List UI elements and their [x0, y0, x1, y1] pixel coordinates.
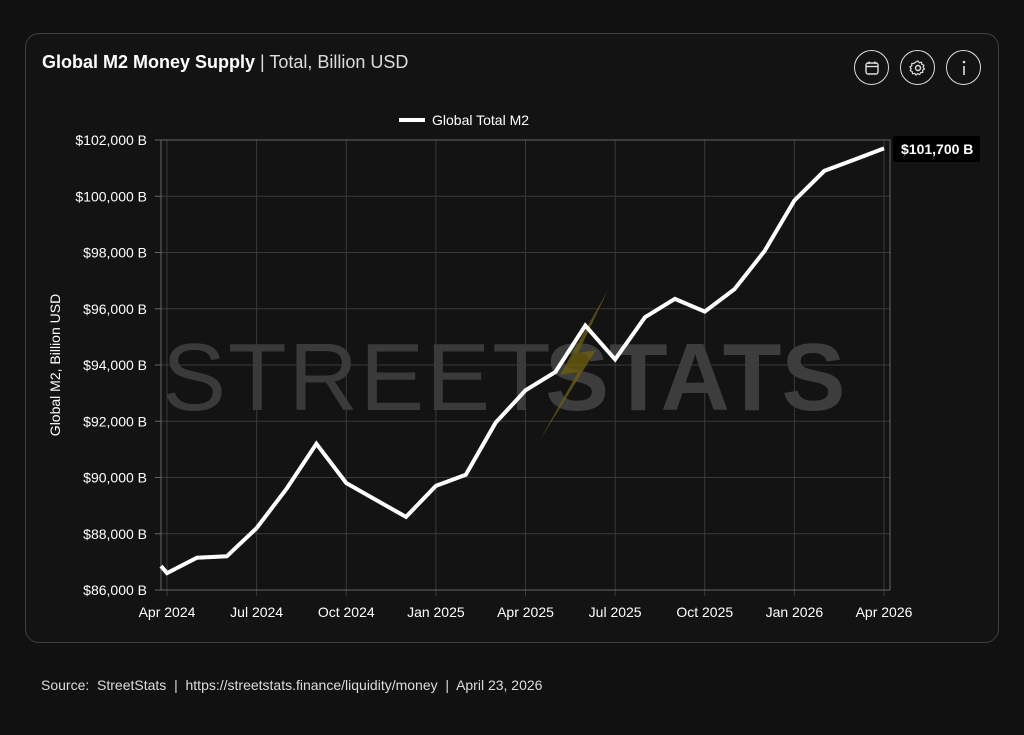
separator: |: [174, 677, 178, 693]
x-tick-label: Jan 2025: [407, 604, 465, 620]
x-tick-label: Oct 2025: [676, 604, 733, 620]
title-main: Global M2 Money Supply: [42, 52, 256, 72]
last-value-badge: [893, 136, 980, 162]
source-name: StreetStats: [97, 677, 167, 693]
y-tick-label: $86,000 B: [83, 582, 147, 598]
last-value-label: $101,700 B: [901, 141, 973, 157]
lightning-icon: [540, 290, 608, 440]
separator: |: [445, 677, 450, 693]
y-axis: $86,000 B $88,000 B $90,000 B $92,000 B $94,…: [75, 132, 161, 598]
y-tick-label: $100,000 B: [75, 188, 147, 204]
y-tick-label: $88,000 B: [83, 526, 147, 542]
legend[interactable]: Global Total M2: [399, 112, 529, 128]
watermark: STREET STATS: [162, 290, 845, 440]
source-label: Source:: [41, 677, 90, 693]
y-tick-label: $92,000 B: [83, 413, 147, 429]
chart-title: Global M2 Money Supply | Total, Billion …: [42, 52, 408, 73]
plot-border: [160, 139, 891, 591]
x-tick-label: Oct 2024: [318, 604, 375, 620]
info-icon: [962, 60, 965, 75]
watermark-stats: STATS: [545, 324, 845, 431]
y-tick-label: $94,000 B: [83, 357, 147, 373]
y-axis-label: Global M2, Billion USD: [47, 294, 63, 436]
x-tick-label: Apr 2025: [497, 604, 554, 620]
gear-icon: [908, 59, 925, 76]
legend-label: Global Total M2: [432, 112, 529, 128]
chart-card: [25, 33, 999, 643]
info-button[interactable]: [946, 50, 981, 85]
x-tick-label: Jan 2026: [766, 604, 824, 620]
calendar-icon: [864, 61, 879, 75]
x-axis: Apr 2024 Jul 2024 Oct 2024 Jan 2025 Apr 2025…: [139, 604, 913, 620]
source-date: April 23, 2026: [456, 677, 543, 693]
footer: Source: StreetStats | https://streetstat…: [41, 677, 542, 693]
watermark-street: STREET: [162, 324, 553, 431]
title-subtitle: | Total, Billion USD: [255, 52, 409, 72]
x-tick-label: Jul 2025: [589, 604, 642, 620]
y-tick-label: $102,000 B: [75, 132, 147, 148]
x-tick-label: Apr 2024: [139, 604, 196, 620]
x-tick-label: Apr 2026: [856, 604, 913, 620]
y-tick-label: $98,000 B: [83, 245, 147, 261]
calendar-button[interactable]: [854, 50, 889, 85]
settings-button[interactable]: [900, 50, 935, 85]
source-url[interactable]: https://streetstats.finance/liquidity/mo…: [185, 677, 438, 693]
series-line-global-total-m2: [159, 146, 885, 576]
y-tick-label: $90,000 B: [83, 470, 147, 486]
y-tick-label: $96,000 B: [83, 301, 147, 317]
x-tick-label: Jul 2024: [230, 604, 283, 620]
